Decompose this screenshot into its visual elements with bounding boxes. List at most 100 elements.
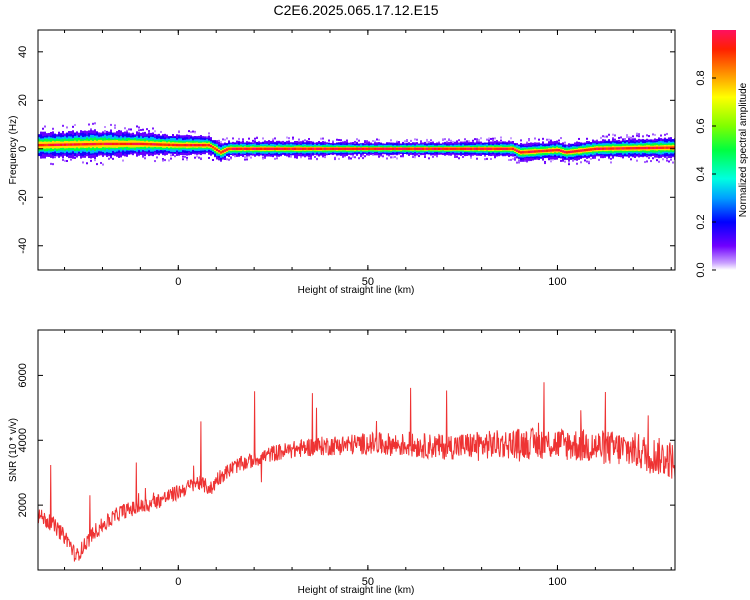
heatmap-speckle [226,158,228,161]
heatmap-speckle [282,140,284,143]
heatmap-speckle [194,156,196,159]
heatmap-speckle [386,157,388,160]
heatmap-speckle [444,138,446,141]
heatmap-ridge [612,147,614,150]
heatmap-ridge [536,150,538,153]
heatmap-speckle [220,141,222,144]
heatmap-speckle [224,138,226,141]
heatmap-speckle [128,128,130,131]
spectrogram-ticks: 0 50 100 40 20 0 -20 -40 [17,30,675,288]
heatmap-ridge [668,146,670,149]
heatmap-ridge [180,143,182,147]
heatmap-speckle [182,158,184,161]
heatmap-ridge [452,147,454,150]
heatmap-ridge [364,147,366,150]
heatmap-ridge [622,147,624,150]
heatmap-ridge [378,147,380,150]
heatmap-speckle [490,137,492,140]
heatmap-speckle [328,139,330,142]
heatmap-ridge [638,146,640,150]
heatmap-ridge [626,147,628,150]
heatmap-ridge [492,147,494,150]
heatmap-speckle [254,140,256,143]
heatmap-ridge [98,142,100,146]
heatmap-ridge [340,147,342,150]
snr-y-label: SNR (10 * v/v) [8,418,19,482]
heatmap-ridge [328,147,330,150]
heatmap-speckle [664,133,666,136]
heatmap-ridge [138,142,140,146]
heatmap-ridge [502,147,504,150]
heatmap-speckle [154,160,156,163]
heatmap-ridge [134,142,136,146]
heatmap-ridge [410,147,412,150]
heatmap-speckle [274,157,276,160]
heatmap-speckle [298,138,300,141]
heatmap-speckle [324,156,326,159]
heatmap-speckle [450,139,452,142]
heatmap-speckle [170,157,172,160]
heatmap-speckle [198,156,200,159]
heatmap-speckle [310,155,312,158]
heatmap-ridge [616,147,618,150]
heatmap-speckle [114,126,116,129]
heatmap-speckle [564,141,566,144]
heatmap-ridge [476,147,478,150]
heatmap-ridge [590,148,592,151]
heatmap-speckle [474,138,476,141]
heatmap-speckle [630,136,632,139]
heatmap-speckle [562,159,564,162]
heatmap-speckle [526,141,528,144]
heatmap-ridge [82,143,84,146]
heatmap-speckle [610,157,612,160]
heatmap-speckle [66,160,68,163]
heatmap-speckle [522,159,524,162]
heatmap-speckle [568,160,570,163]
heatmap-ridge [574,150,576,153]
heatmap-speckle [64,159,66,162]
heatmap-ridge [384,147,386,150]
heatmap-ridge [580,149,582,152]
snr-series-line [38,382,675,562]
heatmap-speckle [546,138,548,141]
heatmap-speckle [108,157,110,160]
heatmap-ridge [152,143,154,146]
heatmap-speckle [310,157,312,160]
heatmap-ridge [586,148,588,152]
heatmap-ridge [174,143,176,147]
heatmap-speckle [414,154,416,157]
heatmap-speckle [658,160,660,163]
heatmap-speckle [94,122,96,125]
heatmap-speckle [142,128,144,131]
heatmap-ridge [118,142,120,146]
heatmap-speckle [336,138,338,141]
heatmap-ridge [514,148,516,151]
heatmap-speckle [74,123,76,126]
heatmap-speckle [632,135,634,138]
heatmap-ridge [40,143,42,147]
heatmap-ridge [92,142,94,146]
colorbar-tick-label: 0.4 [695,166,707,181]
heatmap-ridge [370,147,372,150]
heatmap-ridge [546,149,548,152]
heatmap-ridge [624,147,626,150]
heatmap-ridge [346,147,348,150]
heatmap-ridge [538,150,540,153]
heatmap-ridge [256,147,258,150]
heatmap-speckle [672,161,674,164]
heatmap-speckle [196,155,198,158]
heatmap-speckle [362,154,364,157]
heatmap-speckle [394,155,396,158]
heatmap-speckle [462,155,464,158]
colorbar-tick-label: 0.2 [695,214,707,229]
spectrogram-ytick-label: -20 [17,189,29,205]
heatmap-ridge [544,149,546,153]
heatmap-speckle [648,157,650,160]
heatmap-ridge [84,143,86,146]
heatmap-speckle [296,156,298,159]
snr-frame [37,329,676,571]
heatmap-ridge [646,146,648,150]
heatmap-ridge [520,151,522,154]
heatmap-speckle [494,156,496,159]
heatmap-ridge [508,147,510,150]
